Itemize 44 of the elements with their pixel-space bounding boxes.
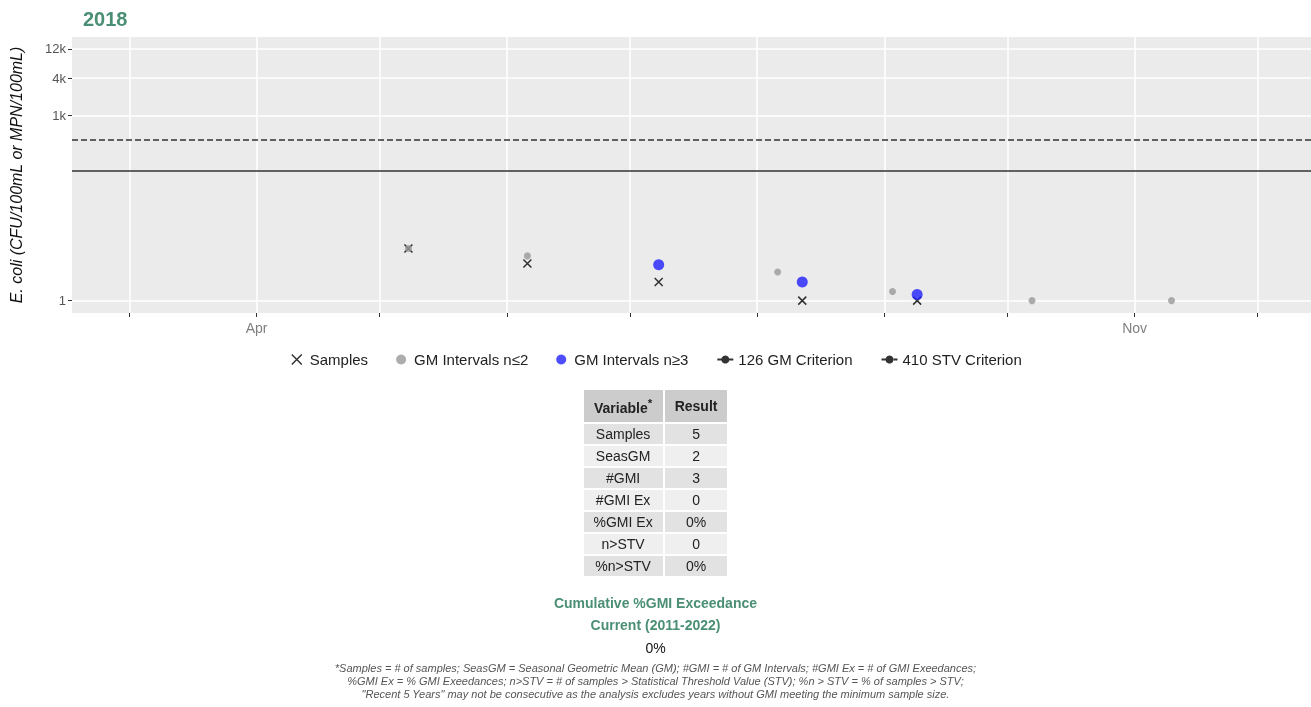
legend-label: 410 STV Criterion <box>902 351 1022 368</box>
point <box>797 295 808 306</box>
x-tick-label: Nov <box>1122 320 1148 336</box>
x-tick-label: Apr <box>245 320 268 336</box>
point <box>523 252 531 260</box>
text: Variable$^{*}$ <box>583 390 663 422</box>
category-label: Samples <box>583 424 663 444</box>
legend-label: GM Intervals n≥3 <box>574 351 689 368</box>
text: 3 <box>692 470 700 486</box>
category-label: %GMI Ex <box>583 512 663 532</box>
y-tick-label: 12k <box>45 41 67 57</box>
category-label: n>STV <box>583 534 663 554</box>
legend-label: GM Intervals n≤2 <box>414 351 529 368</box>
text: Result <box>664 390 728 422</box>
text: *Samples = # of samples; SeasGM = Seasonal Geometric Mean (GM); #GMI = # of GM Intervals; #GMI Ex = # of GMI Exeedances; %GMI Ex = % GMI Exeedances; n>STV = # of samples > Statistical Threshold Value (STV); %n > STV = % of samples > STV; "Recent 5 Years" may not be consecutive as the analysis excludes years without GMI meeting the minimum sample size. <box>333 662 978 701</box>
point <box>796 276 808 288</box>
text: 0% <box>685 514 707 530</box>
point <box>1168 297 1176 305</box>
text: 0 <box>692 492 700 508</box>
y-tick-label: 1 <box>58 293 66 309</box>
chart-title: 2018 <box>83 8 128 30</box>
text: 2 <box>692 448 700 464</box>
point <box>522 258 533 269</box>
text: Current (2011-2022) <box>589 616 722 635</box>
point <box>889 288 897 296</box>
y-tick-label: 4k <box>52 70 67 86</box>
y-tick-label: 1k <box>52 107 67 123</box>
y-axis-title: E. coli (CFU/100mL or MPN/100mL) <box>7 46 25 304</box>
category-label: SeasGM <box>583 446 663 466</box>
point <box>774 268 782 276</box>
legend-label: 126 GM Criterion <box>738 351 853 368</box>
category-label: #GMI <box>583 468 663 488</box>
text: 0% <box>685 558 707 574</box>
text: 0 <box>692 536 700 552</box>
text: Cumulative %GMI Exceedance <box>552 594 759 613</box>
text: 0% <box>644 639 667 658</box>
point <box>911 288 923 300</box>
text: 5 <box>692 426 700 442</box>
category-label: #GMI Ex <box>583 490 663 510</box>
point <box>653 277 664 287</box>
point <box>653 259 665 271</box>
point <box>1028 297 1036 305</box>
category-label: %n>STV <box>583 556 663 576</box>
legend-label: Samples <box>309 351 369 368</box>
